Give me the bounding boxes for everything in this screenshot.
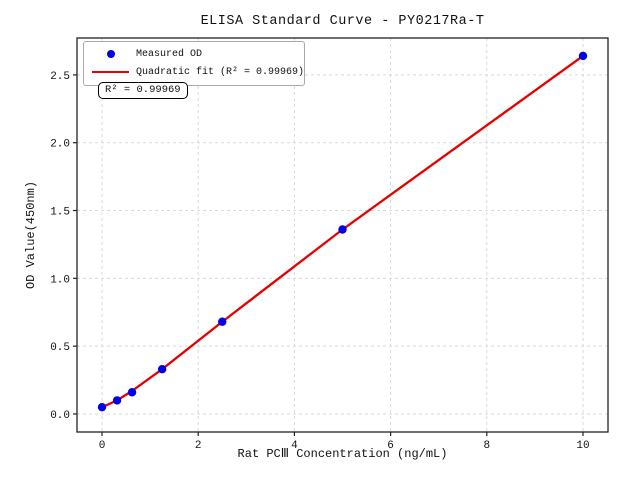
data-point: [127, 388, 137, 397]
x-tick-label: 10: [576, 440, 589, 452]
axes-border: [76, 37, 609, 433]
legend-label: Quadratic fit (R² = 0.99969): [136, 66, 305, 78]
y-tick-label: 0.0: [50, 410, 70, 422]
x-tick-label: 2: [195, 440, 202, 452]
legend-handle: [92, 70, 129, 74]
chart-title: ELISA Standard Curve - PY0217Ra-T: [200, 14, 485, 29]
y-tick-label: 1.5: [50, 207, 70, 219]
x-tick-label: 8: [483, 440, 490, 452]
r-squared-annotation: R² = 0.99969: [98, 82, 188, 99]
legend-item-quadratic-fit: Quadratic fit (R² = 0.99969): [84, 63, 304, 81]
x-tick-label: 0: [99, 440, 106, 452]
x-tick-label: 4: [291, 440, 298, 452]
y-tick-label: 0.5: [50, 342, 70, 354]
x-tick-label: 6: [387, 440, 394, 452]
data-point: [157, 365, 167, 374]
y-tick-label: 2.5: [50, 71, 70, 83]
data-point: [218, 317, 227, 326]
y-tick-label: 1.0: [50, 274, 70, 286]
legend-handle: [92, 50, 129, 58]
y-tick-label: 2.0: [50, 139, 70, 151]
data-point: [97, 402, 107, 412]
data-point: [112, 396, 122, 405]
y-axis-label: OD Value(450nm): [24, 180, 38, 290]
measured-od-marker-icon: [106, 50, 115, 58]
legend-label: Measured OD: [136, 48, 203, 60]
data-point: [338, 225, 347, 234]
legend-item-measured-od: Measured OD: [84, 45, 304, 63]
data-point: [578, 51, 588, 61]
quadratic-fit-line-icon: [92, 70, 129, 74]
legend: Measured OD Quadratic fit (R² = 0.99969): [83, 41, 305, 86]
x-axis-label: Rat PCⅢ Concentration (ng/mL): [237, 447, 448, 461]
